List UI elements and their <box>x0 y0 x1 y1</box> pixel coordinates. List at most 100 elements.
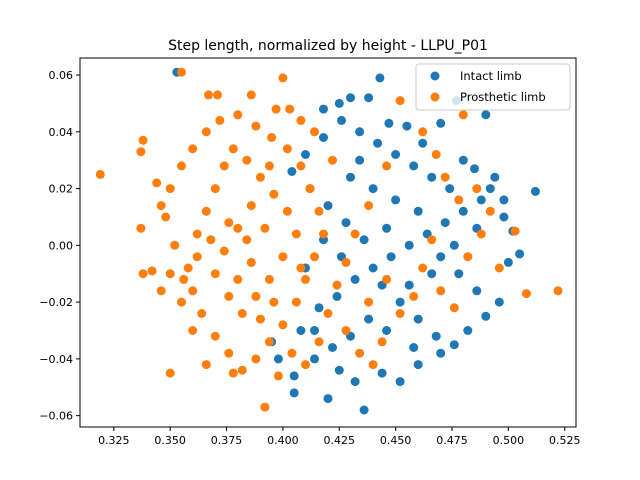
data-point <box>188 144 198 154</box>
data-point <box>204 90 213 100</box>
data-point <box>481 311 491 321</box>
data-point <box>310 127 319 137</box>
data-point <box>449 303 459 313</box>
data-point <box>156 286 166 296</box>
data-point <box>251 121 261 131</box>
data-point <box>553 286 563 296</box>
data-point <box>404 240 414 250</box>
data-point <box>165 184 175 194</box>
data-point <box>165 269 175 279</box>
data-point <box>445 184 455 194</box>
data-point <box>485 184 495 194</box>
data-point <box>328 155 337 165</box>
data-point <box>138 269 148 279</box>
data-point <box>237 309 247 318</box>
chart-title: Step length, normalized by height - LLPU… <box>168 38 488 54</box>
data-point <box>499 212 509 222</box>
data-point <box>210 331 220 341</box>
data-point <box>436 252 446 262</box>
x-tick-label: 0.450 <box>380 434 412 447</box>
data-point <box>440 218 450 228</box>
data-point <box>314 337 324 347</box>
data-point <box>373 138 383 148</box>
data-point <box>458 206 468 216</box>
data-point <box>463 252 473 262</box>
data-point <box>391 195 401 205</box>
data-point <box>310 252 319 262</box>
data-point <box>289 371 299 381</box>
data-point <box>136 147 146 157</box>
data-point <box>359 405 369 415</box>
data-point <box>355 127 365 137</box>
data-point <box>368 360 378 370</box>
data-point <box>147 266 157 276</box>
data-point <box>323 201 333 211</box>
data-point <box>377 368 387 378</box>
data-point <box>377 337 387 347</box>
data-point <box>278 73 288 83</box>
data-point <box>328 343 337 352</box>
data-point <box>346 172 355 182</box>
data-point <box>458 110 468 120</box>
data-point <box>319 229 328 239</box>
data-point <box>436 118 446 128</box>
data-point <box>310 354 319 364</box>
data-point <box>499 195 509 205</box>
data-point <box>346 93 355 103</box>
data-point <box>314 206 324 216</box>
data-point <box>409 343 419 352</box>
data-point <box>251 354 261 364</box>
data-point <box>481 110 491 120</box>
data-point <box>219 161 229 171</box>
data-point <box>386 252 396 262</box>
data-point <box>177 161 186 171</box>
legend-label: Intact limb <box>460 69 522 83</box>
data-point <box>485 206 495 216</box>
data-point <box>395 377 405 387</box>
data-point <box>350 229 360 239</box>
data-point <box>470 164 479 174</box>
data-point <box>183 263 193 273</box>
data-point <box>310 326 319 335</box>
series-intact-limb <box>172 67 540 415</box>
data-point <box>264 161 274 171</box>
data-point <box>242 155 252 165</box>
data-point <box>260 223 270 233</box>
data-point <box>458 155 468 165</box>
data-point <box>364 93 374 103</box>
data-point <box>350 274 360 284</box>
series-prosthetic-limb <box>95 67 563 412</box>
data-point <box>233 110 243 120</box>
data-point <box>427 172 437 182</box>
axes-frame <box>79 57 577 428</box>
data-point <box>418 138 428 148</box>
x-tick-label: 0.425 <box>324 434 356 447</box>
data-point <box>521 289 531 299</box>
data-point <box>210 184 220 194</box>
data-point <box>431 331 441 341</box>
data-point <box>233 274 243 284</box>
data-point <box>296 263 306 273</box>
data-point <box>341 218 351 228</box>
data-point <box>382 223 392 233</box>
data-point <box>278 320 288 330</box>
data-point <box>156 201 166 211</box>
data-point <box>246 90 256 100</box>
data-point <box>301 360 310 370</box>
data-point <box>289 388 299 398</box>
data-point <box>355 155 365 165</box>
data-point <box>201 360 211 370</box>
data-point <box>201 206 211 216</box>
data-point <box>206 235 216 245</box>
data-point <box>355 348 365 358</box>
data-point <box>228 368 238 378</box>
data-point <box>188 326 198 335</box>
data-point <box>282 144 292 154</box>
data-point <box>179 274 189 284</box>
data-points <box>95 67 563 415</box>
data-point <box>368 184 378 194</box>
data-point <box>273 371 283 381</box>
data-point <box>192 229 202 239</box>
data-point <box>413 206 423 216</box>
